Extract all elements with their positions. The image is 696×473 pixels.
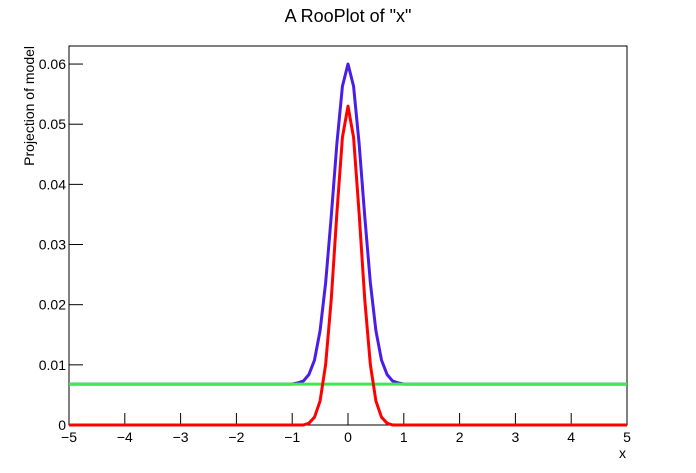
chart-title: A RooPlot of "x" [285,6,412,26]
x-tick-label: 3 [512,429,520,445]
x-tick-label: −2 [228,429,244,445]
y-tick-label: 0.05 [39,116,66,132]
x-axis-label: x [619,445,626,461]
y-tick-label: 0.03 [39,237,66,253]
y-tick-label: 0.01 [39,357,66,373]
y-tick-label: 0.06 [39,56,66,72]
x-tick-label: 1 [400,429,408,445]
x-tick-label: 4 [567,429,575,445]
x-tick-label: 2 [456,429,464,445]
series-line [69,104,627,427]
x-tick-label: −4 [117,429,133,445]
x-tick-label: −3 [173,429,189,445]
y-tick-label: 0 [58,417,66,433]
x-tick-label: −1 [284,429,300,445]
x-tick-label: −5 [61,429,77,445]
x-tick-label: 0 [344,429,352,445]
frame [68,45,628,426]
y-tick-label: 0.02 [39,297,66,313]
x-tick-label: 5 [623,429,631,445]
y-tick-label: 0.04 [39,176,66,192]
y-axis-label: Projection of model [21,46,37,166]
